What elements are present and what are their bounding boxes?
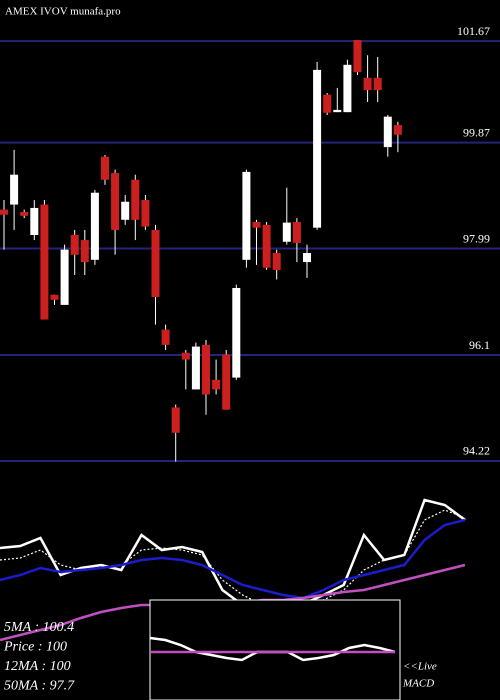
y-tick-label: 96.1	[469, 338, 490, 352]
candle-body	[232, 287, 241, 378]
candle-body	[40, 204, 49, 320]
candle-body	[282, 222, 291, 242]
macd-label: <<Live	[403, 661, 437, 673]
y-tick-label: 94.22	[463, 444, 490, 458]
candle-body	[50, 294, 59, 300]
indicator-label: 50MA : 97.7	[4, 679, 75, 694]
indicator-line	[0, 518, 466, 600]
y-tick-label: 101.67	[457, 24, 490, 38]
candle-body	[60, 249, 69, 305]
candle-body	[313, 69, 322, 228]
candle-body	[272, 253, 281, 270]
indicator-line	[0, 509, 466, 609]
macd-box	[149, 599, 401, 700]
candle-body	[393, 125, 402, 135]
candle-body	[262, 224, 271, 268]
candle-body	[383, 116, 392, 148]
candle-body	[303, 253, 311, 263]
indicator-label: 5MA : 100.4	[4, 620, 74, 635]
candle-body	[373, 77, 382, 91]
candle-body	[323, 94, 332, 113]
candle-body	[10, 174, 19, 205]
candle-body	[121, 201, 130, 220]
candle-body	[202, 344, 210, 395]
candle-body	[343, 64, 352, 113]
candle-body	[222, 354, 231, 410]
candle-body	[292, 222, 301, 243]
candle-body	[0, 209, 8, 215]
candle-body	[252, 222, 261, 228]
candle-body	[111, 173, 120, 230]
candle-body	[333, 109, 342, 113]
candle-body	[363, 77, 372, 91]
candle-body	[101, 156, 109, 180]
indicator-label: 12MA : 100	[4, 659, 71, 674]
candle-body	[151, 229, 160, 297]
indicator-label: Price : 100	[3, 640, 67, 655]
chart-title: AMEX IVOV munafa.pro	[5, 6, 121, 18]
candle-body	[70, 235, 79, 255]
candle-body	[131, 179, 140, 220]
candle-body	[353, 40, 362, 73]
candle-body	[171, 407, 180, 433]
candle-body	[191, 346, 200, 390]
candle-body	[161, 329, 170, 345]
candle-body	[212, 379, 221, 390]
macd-label: MACD	[402, 678, 434, 690]
candle-body	[20, 211, 29, 216]
candle-body	[80, 240, 89, 263]
candle-body	[141, 200, 150, 227]
candle-body	[181, 352, 190, 360]
indicator-line	[0, 498, 466, 614]
candle-body	[30, 207, 39, 235]
candle-body	[242, 171, 251, 260]
y-tick-label: 99.87	[463, 125, 490, 139]
candle-body	[90, 192, 99, 260]
y-tick-label: 97.99	[463, 231, 490, 245]
